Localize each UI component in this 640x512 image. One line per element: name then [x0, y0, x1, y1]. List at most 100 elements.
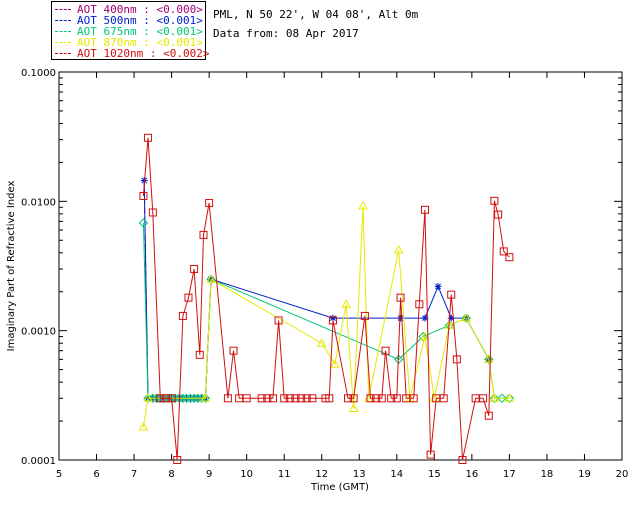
data-point	[308, 394, 317, 403]
data-point	[195, 350, 204, 359]
data-point	[396, 293, 405, 302]
date-info: Data from: 08 Apr 2017	[213, 27, 359, 40]
legend-swatch	[55, 20, 71, 21]
data-point	[444, 320, 455, 329]
data-point	[178, 311, 187, 320]
legend-label: AOT 870nm : <0.001>	[77, 36, 203, 49]
x-tick-label: 20	[616, 469, 629, 480]
data-point	[199, 230, 208, 239]
data-point	[381, 346, 390, 355]
x-tick-label: 10	[240, 469, 253, 480]
y-tick-label: 0.1000	[21, 68, 56, 79]
data-point	[349, 394, 358, 403]
y-axis-label: Imaginary Part of Refractive Index	[6, 181, 17, 352]
data-point	[242, 394, 251, 403]
data-point	[328, 316, 337, 325]
data-point	[138, 218, 149, 228]
x-tick-label: 9	[206, 469, 212, 480]
x-tick-label: 5	[56, 469, 62, 480]
data-point	[432, 394, 441, 403]
data-point	[461, 313, 472, 322]
x-tick-label: 14	[390, 469, 403, 480]
data-point	[484, 411, 493, 420]
x-axis-label: Time (GMT)	[310, 482, 369, 493]
series-group	[139, 133, 514, 464]
data-point	[418, 331, 428, 342]
data-point	[138, 421, 149, 431]
data-point	[344, 394, 353, 403]
data-point	[181, 393, 192, 403]
plot-frame	[58, 71, 623, 461]
data-point	[229, 346, 238, 355]
data-point	[447, 290, 456, 299]
data-point	[223, 394, 232, 403]
series-line	[143, 180, 212, 399]
series-line	[142, 222, 510, 399]
data-point	[193, 393, 203, 403]
data-point	[263, 394, 272, 403]
legend-swatch	[55, 53, 71, 54]
x-tick-label: 13	[353, 469, 366, 480]
data-point	[397, 314, 405, 322]
data-point	[161, 394, 170, 403]
data-point	[257, 394, 266, 403]
data-point	[156, 394, 165, 403]
data-point	[434, 282, 442, 290]
data-point	[184, 293, 193, 302]
x-tick-label: 19	[578, 469, 591, 480]
data-point	[494, 210, 503, 219]
data-point	[274, 316, 283, 325]
data-point	[402, 394, 411, 403]
series-group	[143, 180, 212, 399]
data-point	[497, 393, 507, 403]
data-point	[206, 274, 216, 283]
data-point	[504, 393, 515, 403]
data-point	[329, 314, 337, 322]
x-tick-label: 18	[541, 469, 554, 480]
x-tick-label: 8	[168, 469, 174, 480]
data-point	[285, 394, 294, 403]
data-point	[421, 314, 429, 322]
data-point	[420, 331, 430, 341]
y-tick-label: 0.0010	[21, 327, 56, 338]
data-point	[409, 394, 418, 403]
data-point	[200, 393, 211, 402]
x-tick-label: 6	[93, 469, 99, 480]
data-point	[458, 456, 467, 464]
data-point	[360, 311, 369, 320]
data-point	[452, 355, 461, 364]
x-tick-label: 17	[503, 469, 516, 480]
legend-label: AOT 500nm : <0.001>	[77, 14, 203, 27]
data-point	[377, 394, 386, 403]
legend-label: AOT 1020nm : <0.002>	[77, 47, 210, 60]
series-line	[142, 137, 510, 461]
data-point	[330, 359, 340, 368]
data-point	[302, 394, 311, 403]
x-tick-label: 7	[131, 469, 137, 480]
data-point	[280, 394, 289, 403]
data-point	[489, 393, 500, 402]
legend-swatch	[55, 31, 71, 32]
series-group	[140, 176, 493, 402]
site-info: PML, N 50 22', W 04 08', Alt 0m	[213, 8, 419, 21]
data-point	[185, 393, 196, 403]
data-point	[461, 313, 471, 323]
x-tick-label: 12	[315, 469, 328, 480]
data-point	[393, 354, 404, 365]
data-point	[139, 191, 148, 200]
data-point	[387, 394, 396, 403]
data-point	[499, 247, 508, 256]
x-tick-label: 16	[465, 469, 478, 480]
data-point	[190, 264, 199, 273]
data-point	[420, 205, 429, 214]
data-point	[415, 300, 424, 309]
data-point	[439, 394, 448, 403]
data-point	[358, 201, 368, 210]
data-point	[148, 208, 157, 217]
series-line	[142, 205, 510, 428]
data-point	[392, 394, 401, 403]
data-point	[348, 403, 359, 413]
data-point	[341, 299, 351, 308]
data-point	[297, 394, 306, 403]
